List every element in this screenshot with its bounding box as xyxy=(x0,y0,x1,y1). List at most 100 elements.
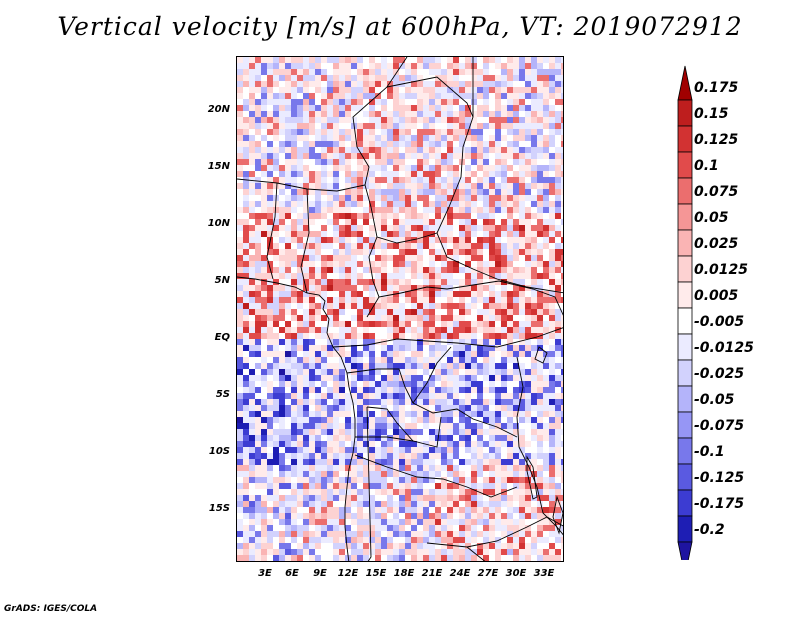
field-cell xyxy=(483,177,489,183)
field-cell xyxy=(489,195,495,201)
field-cell xyxy=(363,447,369,453)
field-cell xyxy=(459,207,465,213)
field-cell xyxy=(507,435,513,441)
field-cell xyxy=(351,165,357,171)
field-cell xyxy=(465,267,471,273)
field-cell xyxy=(393,363,399,369)
field-cell xyxy=(351,93,357,99)
field-cell xyxy=(435,267,441,273)
field-cell xyxy=(279,429,285,435)
field-cell xyxy=(237,555,243,561)
field-cell xyxy=(543,363,549,369)
field-cell xyxy=(279,207,285,213)
field-cell xyxy=(465,57,471,63)
field-cell xyxy=(369,75,375,81)
field-cell xyxy=(489,201,495,207)
field-cell xyxy=(429,471,435,477)
field-cell xyxy=(291,303,297,309)
field-cell xyxy=(255,267,261,273)
field-cell xyxy=(501,417,507,423)
field-cell xyxy=(387,387,393,393)
field-cell xyxy=(291,519,297,525)
field-cell xyxy=(507,219,513,225)
field-cell xyxy=(249,141,255,147)
field-cell xyxy=(237,381,243,387)
field-cell xyxy=(561,195,563,201)
field-cell xyxy=(285,549,291,555)
field-cell xyxy=(315,399,321,405)
field-cell xyxy=(465,171,471,177)
field-cell xyxy=(381,561,387,562)
field-cell xyxy=(297,105,303,111)
field-cell xyxy=(561,147,563,153)
field-cell xyxy=(357,135,363,141)
field-cell xyxy=(423,303,429,309)
field-cell xyxy=(381,63,387,69)
field-cell xyxy=(321,537,327,543)
field-cell xyxy=(465,363,471,369)
field-cell xyxy=(243,99,249,105)
field-cell xyxy=(351,531,357,537)
field-cell xyxy=(501,75,507,81)
field-cell xyxy=(447,459,453,465)
field-cell xyxy=(321,501,327,507)
field-cell xyxy=(537,369,543,375)
field-cell xyxy=(399,249,405,255)
field-cell xyxy=(261,399,267,405)
field-cell xyxy=(315,267,321,273)
field-cell xyxy=(321,339,327,345)
field-cell xyxy=(357,495,363,501)
field-cell xyxy=(459,513,465,519)
field-cell xyxy=(315,519,321,525)
field-cell xyxy=(369,267,375,273)
field-cell xyxy=(333,381,339,387)
field-cell xyxy=(471,255,477,261)
field-cell xyxy=(381,159,387,165)
field-cell xyxy=(495,357,501,363)
field-cell xyxy=(405,339,411,345)
field-cell xyxy=(309,321,315,327)
field-cell xyxy=(531,243,537,249)
field-cell xyxy=(405,561,411,562)
field-cell xyxy=(411,195,417,201)
field-cell xyxy=(399,537,405,543)
field-cell xyxy=(543,195,549,201)
field-cell xyxy=(543,561,549,562)
field-cell xyxy=(555,405,561,411)
lon-label-9E: 9E xyxy=(313,568,327,579)
field-cell xyxy=(471,363,477,369)
field-cell xyxy=(261,531,267,537)
field-cell xyxy=(321,399,327,405)
field-cell xyxy=(393,69,399,75)
field-cell xyxy=(393,471,399,477)
field-cell xyxy=(327,555,333,561)
field-cell xyxy=(267,459,273,465)
field-cell xyxy=(483,447,489,453)
field-cell xyxy=(411,279,417,285)
field-cell xyxy=(561,243,563,249)
field-cell xyxy=(267,357,273,363)
field-cell xyxy=(309,57,315,63)
field-cell xyxy=(393,411,399,417)
field-cell xyxy=(495,315,501,321)
field-cell xyxy=(375,351,381,357)
field-cell xyxy=(489,231,495,237)
field-cell xyxy=(471,195,477,201)
field-cell xyxy=(489,447,495,453)
field-cell xyxy=(273,99,279,105)
field-cell xyxy=(447,561,453,562)
field-cell xyxy=(309,531,315,537)
field-cell xyxy=(483,117,489,123)
field-cell xyxy=(513,177,519,183)
field-cell xyxy=(495,171,501,177)
field-cell xyxy=(495,117,501,123)
field-cell xyxy=(351,261,357,267)
field-cell xyxy=(513,147,519,153)
field-cell xyxy=(501,453,507,459)
field-cell xyxy=(531,441,537,447)
field-cell xyxy=(453,147,459,153)
field-cell xyxy=(297,327,303,333)
field-cell xyxy=(483,417,489,423)
field-cell xyxy=(279,411,285,417)
field-cell xyxy=(429,189,435,195)
